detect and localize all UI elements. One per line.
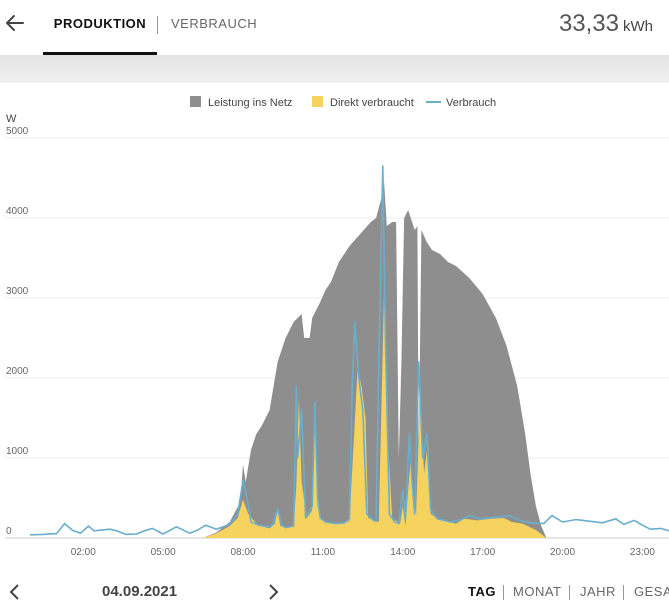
x-tick-label: 05:00: [151, 547, 176, 558]
period-jahr[interactable]: JAHR: [580, 584, 616, 599]
x-tick-label: 02:00: [71, 547, 96, 558]
legend-swatch: [190, 96, 201, 107]
legend-label: Verbrauch: [446, 97, 496, 109]
y-tick-label: 2000: [6, 366, 29, 377]
y-tick-label: 1000: [6, 446, 29, 457]
x-tick-label: 20:00: [550, 547, 575, 558]
x-tick-label: 14:00: [390, 547, 415, 558]
arrow-left-icon: [6, 15, 24, 31]
period-gesamt[interactable]: GESA: [634, 584, 669, 599]
x-tick-label: 23:00: [630, 547, 655, 558]
chevron-left-icon: [9, 584, 19, 600]
period-monat[interactable]: MONAT: [513, 584, 562, 599]
tab-produktion[interactable]: PRODUKTION: [43, 0, 157, 55]
total-energy: 33,33 kWh: [559, 10, 653, 38]
y-tick-label: 3000: [6, 286, 29, 297]
next-day-button[interactable]: [266, 582, 280, 607]
series-area-leistung-ins-netz: [203, 182, 547, 538]
total-value: 33,33: [558, 10, 619, 37]
tab-verbrauch[interactable]: VERBRAUCH: [171, 16, 258, 31]
tab-divider: [157, 16, 158, 34]
back-button[interactable]: [4, 10, 28, 36]
total-unit: kWh: [623, 18, 653, 35]
x-tick-label: 17:00: [470, 547, 495, 558]
period-divider: [623, 585, 624, 600]
legend-swatch: [312, 96, 323, 107]
period-divider: [503, 585, 504, 600]
footer-bar: 04.09.2021 TAG MONAT JAHR GESA: [0, 572, 669, 608]
header-shadow-band: [0, 55, 669, 83]
legend-label: Direkt verbraucht: [330, 97, 414, 109]
legend-label: Leistung ins Netz: [208, 97, 292, 109]
period-divider: [569, 585, 570, 600]
x-tick-label: 11:00: [311, 547, 336, 558]
y-tick-label: 0: [6, 526, 12, 537]
y-axis-label: W: [6, 113, 17, 125]
chevron-right-icon: [269, 584, 279, 600]
header-bar: PRODUKTION VERBRAUCH 33,33 kWh: [0, 0, 669, 55]
y-tick-label: 4000: [6, 206, 29, 217]
x-tick-label: 08:00: [230, 547, 255, 558]
y-tick-label: 5000: [6, 126, 29, 137]
series-line-verbrauch: [29, 165, 669, 536]
current-date[interactable]: 04.09.2021: [102, 583, 178, 600]
period-tag[interactable]: TAG: [468, 584, 496, 599]
previous-day-button[interactable]: [8, 582, 22, 607]
